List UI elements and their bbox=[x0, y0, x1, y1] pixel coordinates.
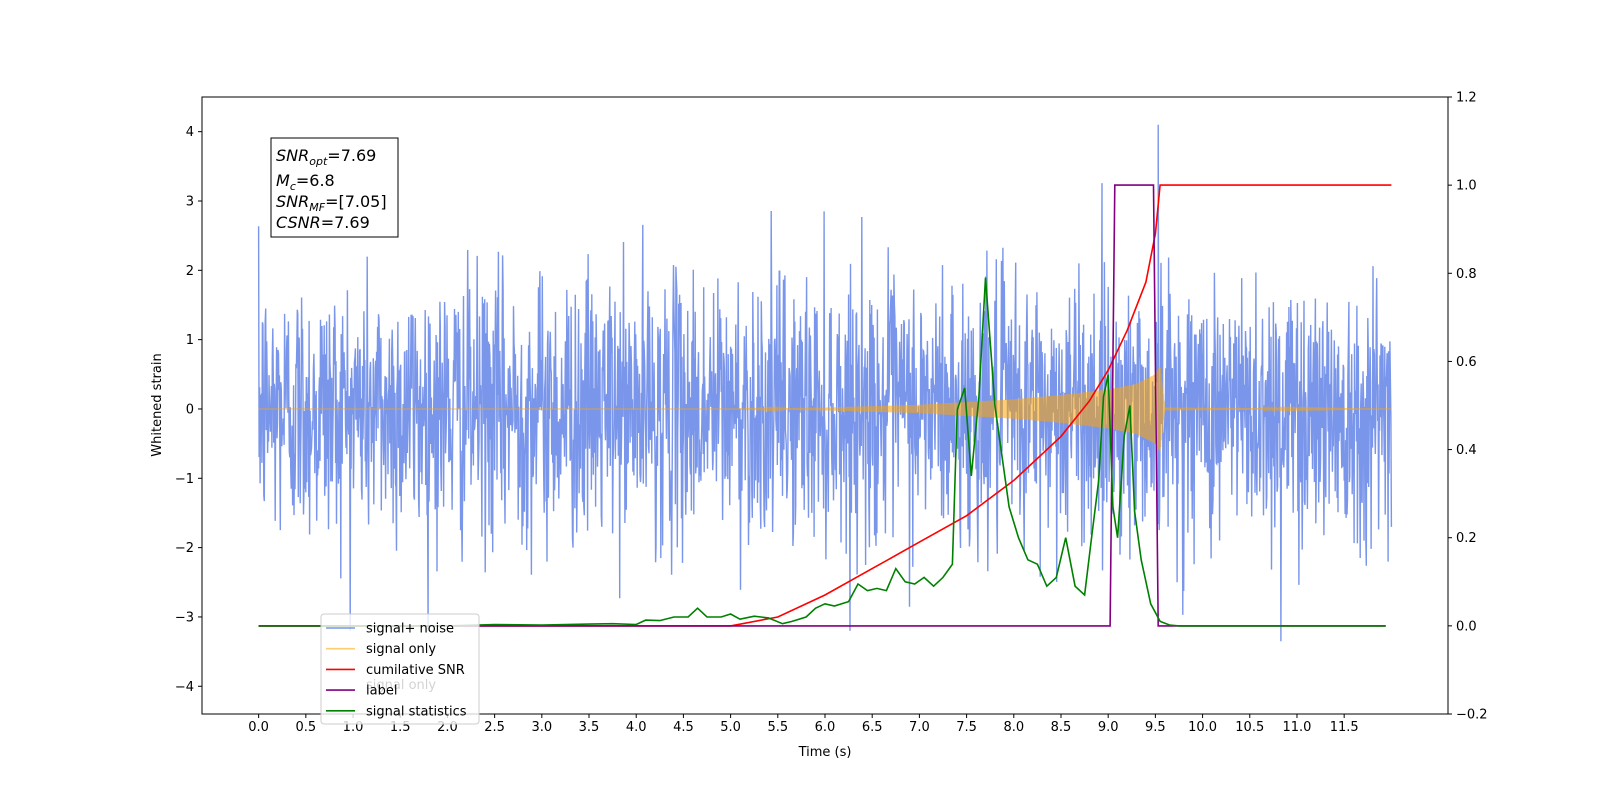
y2-tick-label: 1.0 bbox=[1456, 179, 1477, 194]
x-tick-label: 0.5 bbox=[295, 720, 316, 735]
x-tick-label: 3.0 bbox=[531, 720, 552, 735]
annotation-line: SNRopt=7.69 bbox=[276, 146, 376, 168]
y-tick-label: −4 bbox=[175, 680, 194, 695]
y2-tick-label: 0.6 bbox=[1456, 355, 1477, 370]
annotation-line: CSNR=7.69 bbox=[276, 213, 370, 232]
y-tick-label: 4 bbox=[186, 125, 194, 140]
y2-tick-label: 0.8 bbox=[1456, 267, 1477, 282]
y-tick-label: 3 bbox=[186, 194, 194, 209]
y-tick-label: −3 bbox=[175, 610, 194, 625]
x-axis-label: Time (s) bbox=[798, 745, 852, 760]
x-tick-label: 8.0 bbox=[1003, 720, 1024, 735]
series-signal-statistics-line bbox=[258, 277, 1386, 627]
x-tick-label: 10.5 bbox=[1235, 720, 1264, 735]
x-tick-label: 9.5 bbox=[1145, 720, 1166, 735]
series-signal-only-line bbox=[258, 366, 1392, 452]
x-tick-label: 9.0 bbox=[1098, 720, 1119, 735]
y-tick-label: 0 bbox=[186, 402, 194, 417]
y-tick-label: −1 bbox=[175, 472, 194, 487]
x-tick-label: 0.0 bbox=[248, 720, 269, 735]
y2-tick-label: 0.2 bbox=[1456, 531, 1477, 546]
x-tick-label: 11.5 bbox=[1330, 720, 1359, 735]
series-cumilative-snr-line bbox=[258, 184, 1392, 627]
x-tick-label: 6.0 bbox=[815, 720, 836, 735]
legend-hidden-text: signal only bbox=[366, 678, 436, 693]
y2-tick-label: −0.2 bbox=[1456, 708, 1488, 723]
y-tick-label: 2 bbox=[186, 264, 194, 279]
y-axis-label: Whitened strain bbox=[150, 353, 165, 456]
y-axis-right: −0.2 0.0 0.2 0.4 0.6 0.8 1.0 1.2 bbox=[1448, 91, 1488, 723]
legend-label: cumilative SNR bbox=[366, 663, 465, 678]
x-tick-label: 5.0 bbox=[720, 720, 741, 735]
annotation-line: Mc=6.8 bbox=[276, 171, 335, 193]
legend-label: signal only bbox=[366, 642, 436, 657]
x-tick-label: 7.0 bbox=[909, 720, 930, 735]
x-tick-label: 11.0 bbox=[1282, 720, 1311, 735]
x-tick-label: 6.5 bbox=[862, 720, 883, 735]
legend-label: label bbox=[366, 684, 397, 699]
annotation-line: SNRMF=[7.05] bbox=[276, 192, 387, 214]
x-tick-label: 7.5 bbox=[956, 720, 977, 735]
x-tick-label: 8.5 bbox=[1051, 720, 1072, 735]
y-axis-left: −4 −3 −2 −1 0 1 2 3 4 bbox=[175, 125, 202, 695]
x-tick-label: 10.0 bbox=[1188, 720, 1217, 735]
x-tick-label: 5.5 bbox=[767, 720, 788, 735]
y-tick-label: −2 bbox=[175, 541, 194, 556]
series-layer bbox=[257, 124, 1393, 642]
legend-label: signal statistics bbox=[366, 704, 467, 719]
y2-tick-label: 0.4 bbox=[1456, 443, 1477, 458]
y-tick-label: 1 bbox=[186, 333, 194, 348]
legend-frame bbox=[320, 613, 480, 725]
y2-tick-label: 0.0 bbox=[1456, 619, 1477, 634]
x-tick-label: 4.0 bbox=[626, 720, 647, 735]
series-signal-plus-noise-line bbox=[257, 124, 1393, 642]
annotation-frame bbox=[270, 137, 399, 238]
legend-label: signal+ noise bbox=[366, 622, 454, 637]
x-tick-label: 3.5 bbox=[579, 720, 600, 735]
x-tick-label: 4.5 bbox=[673, 720, 694, 735]
y2-tick-label: 1.2 bbox=[1456, 91, 1477, 106]
x-tick-label: 2.5 bbox=[484, 720, 505, 735]
